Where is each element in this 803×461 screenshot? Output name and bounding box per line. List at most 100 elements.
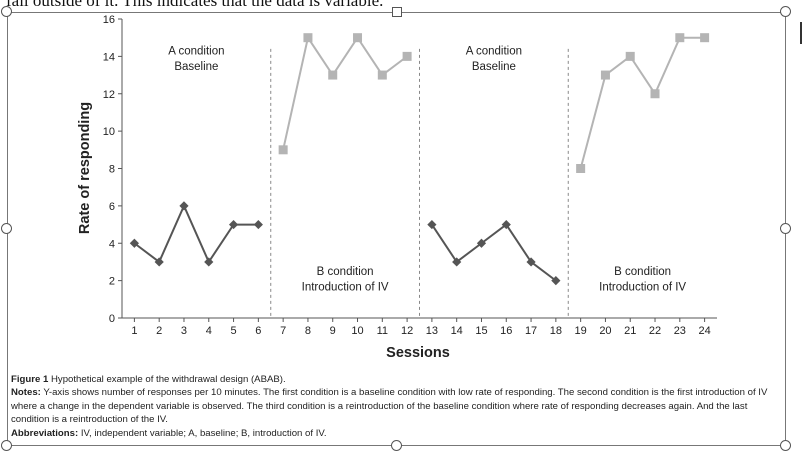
condition-label-line: B condition — [317, 266, 374, 278]
series-A1 — [129, 201, 263, 267]
preceding-body-text: fall outside of it. This indicates that … — [6, 0, 384, 10]
condition-label: A condition Baseline — [466, 46, 522, 74]
x-tick-label: 15 — [475, 325, 487, 337]
caption-abbreviations: Abbreviations: IV, independent variable;… — [11, 427, 784, 440]
data-point-diamond — [526, 257, 536, 267]
resize-handle-bottom-right[interactable] — [780, 440, 791, 451]
data-point-diamond — [228, 219, 239, 230]
resize-handle-middle-left[interactable] — [1, 223, 12, 234]
notes-label: Notes: — [11, 387, 41, 399]
page-edge-mark — [800, 22, 802, 44]
x-tick-label: 2 — [156, 325, 162, 337]
x-tick-label: 8 — [305, 325, 311, 337]
data-point-square — [700, 33, 710, 43]
series-B1 — [278, 33, 412, 155]
figure-text: Hypothetical example of the withdrawal d… — [51, 374, 286, 385]
x-tick-label: 13 — [426, 325, 438, 337]
notes-text: Y-axis shows number of responses per 10 … — [11, 387, 768, 426]
data-point-square — [353, 33, 363, 43]
y-axis-label: Rate of responding — [77, 102, 93, 234]
abbreviations-label: Abbreviations: — [11, 427, 79, 439]
data-point-diamond — [154, 257, 164, 267]
x-tick-label: 19 — [575, 325, 587, 337]
series-line-A1 — [133, 203, 259, 265]
resize-handle-bottom-center[interactable] — [391, 440, 402, 451]
condition-label: B condition Introduction of IV — [302, 266, 389, 294]
x-tick-label: 7 — [280, 325, 286, 337]
series-line-B2 — [579, 36, 705, 169]
condition-label: A condition Baseline — [168, 46, 224, 74]
x-tick-label: 22 — [649, 325, 661, 337]
data-point-diamond — [501, 219, 511, 230]
data-point-diamond — [427, 219, 437, 230]
x-tick-label: 20 — [599, 325, 611, 337]
data-point-square — [650, 89, 660, 99]
x-tick-label: 4 — [206, 325, 212, 337]
resize-handle-bottom-left[interactable] — [1, 440, 12, 451]
x-tick-label: 17 — [525, 325, 537, 337]
data-point-diamond — [551, 276, 561, 286]
data-point-diamond — [179, 201, 189, 211]
data-point-diamond — [452, 257, 462, 267]
y-tick-label: 16 — [103, 14, 115, 26]
resize-handle-top-left[interactable] — [1, 6, 12, 17]
condition-label: B condition Introduction of IV — [599, 266, 686, 294]
data-point-square — [675, 33, 685, 43]
x-tick-label: 10 — [351, 325, 363, 337]
x-axis-label: Sessions — [386, 345, 450, 361]
condition-label-line: Baseline — [472, 61, 516, 73]
condition-label-line: Baseline — [174, 61, 218, 73]
condition-label-line: A condition — [466, 46, 522, 58]
condition-annotations: A condition Baseline B condition Introducti… — [168, 46, 686, 294]
caption-figure-line: Figure 1 Hypothetical example of the wit… — [11, 373, 784, 386]
data-point-square — [303, 33, 313, 43]
x-tick-label: 5 — [231, 325, 237, 337]
resize-handle-top-center[interactable] — [392, 7, 402, 17]
data-point-square — [625, 51, 635, 61]
y-tick-label: 0 — [109, 313, 115, 325]
x-tick-label: 11 — [377, 325, 388, 337]
data-point-diamond — [129, 238, 139, 248]
x-tick-label: 3 — [181, 325, 187, 337]
figure-label: Figure 1 — [11, 374, 49, 385]
condition-label-line: A condition — [168, 46, 224, 58]
caption-notes: Notes: Y-axis shows number of responses … — [11, 386, 784, 426]
resize-handle-middle-right[interactable] — [780, 223, 791, 234]
series-line-A2 — [431, 223, 557, 282]
y-tick-label: 12 — [103, 89, 115, 101]
series-line-B1 — [282, 35, 408, 151]
data-series — [129, 33, 710, 286]
data-point-square — [377, 70, 387, 80]
series-B2 — [576, 33, 710, 173]
figure-caption: Figure 1 Hypothetical example of the wit… — [11, 373, 784, 440]
data-point-square — [600, 70, 610, 80]
data-point-square — [278, 145, 288, 155]
x-tick-label: 6 — [255, 325, 261, 337]
y-tick-label: 8 — [109, 164, 115, 176]
phase-change-lines — [270, 48, 569, 318]
x-tick-label: 9 — [330, 325, 336, 337]
series-A2 — [427, 219, 561, 286]
data-point-diamond — [204, 257, 214, 267]
condition-label-line: Introduction of IV — [302, 282, 389, 294]
x-tick-label: 24 — [698, 325, 710, 337]
data-point-square — [576, 164, 586, 173]
x-tick-label: 23 — [674, 325, 686, 337]
x-tick-label: 21 — [624, 325, 636, 337]
x-axis-ticks: 1 2 3 4 5 6 7 8 9 10 11 12 13 14 15 16 17 18 19 20 21 22 23 24 — [131, 318, 711, 337]
x-tick-label: 18 — [550, 325, 562, 337]
x-tick-label: 12 — [401, 325, 413, 337]
data-point-square — [402, 51, 412, 61]
data-point-diamond — [476, 238, 487, 248]
data-point-square — [328, 70, 338, 80]
y-axis-ticks: 0 2 4 6 8 10 12 14 16 — [103, 14, 122, 325]
condition-label-line: B condition — [614, 266, 671, 278]
y-tick-label: 14 — [103, 51, 115, 63]
resize-handle-top-right[interactable] — [780, 6, 791, 17]
y-tick-label: 4 — [109, 238, 115, 250]
x-tick-label: 1 — [131, 325, 137, 337]
y-tick-label: 2 — [109, 276, 115, 288]
x-tick-label: 16 — [500, 325, 512, 337]
y-tick-label: 10 — [103, 126, 115, 138]
